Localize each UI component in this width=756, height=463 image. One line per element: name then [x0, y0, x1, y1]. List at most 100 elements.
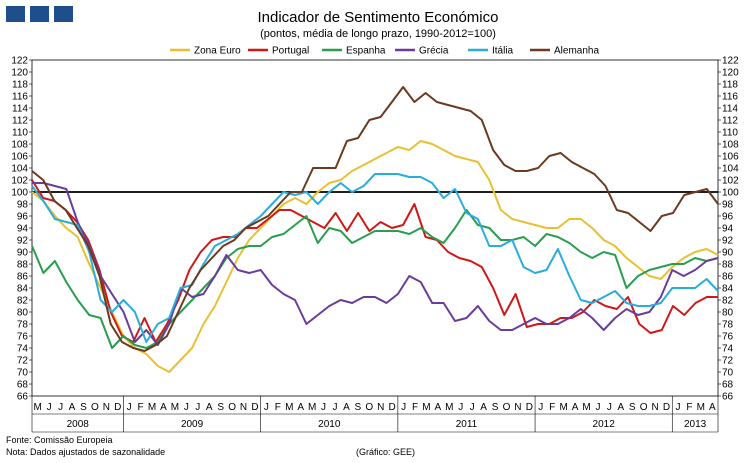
y-tick-label-right: 94 — [722, 224, 734, 235]
x-tick-label: J — [595, 402, 600, 413]
y-tick-label-right: 116 — [722, 92, 738, 103]
y-tick-label-left: 76 — [17, 332, 29, 343]
footer-source: Fonte: Comissão Europeia — [6, 435, 113, 445]
x-tick-label: M — [559, 402, 567, 413]
footer-credit: (Gráfico: GEE) — [356, 447, 415, 457]
y-tick-label-left: 122 — [11, 56, 28, 67]
y-tick-label-left: 96 — [17, 212, 29, 223]
y-tick-label-right: 82 — [722, 296, 734, 307]
series-layer — [31, 86, 719, 373]
y-tick-label-right: 80 — [722, 308, 734, 319]
x-tick-label: J — [607, 402, 612, 413]
series-line-2 — [31, 209, 719, 349]
y-tick-label-right: 106 — [722, 152, 739, 163]
x-tick-label: F — [412, 402, 418, 413]
logo-icon — [6, 6, 73, 22]
y-tick-label-right: 74 — [722, 344, 734, 355]
y-tick-label-right: 108 — [722, 140, 739, 151]
y-tick-label-left: 112 — [12, 116, 28, 127]
y-tick-label-left: 106 — [11, 152, 28, 163]
x-tick-label: J — [47, 402, 52, 413]
x-tick-label: D — [526, 402, 533, 413]
y-tick-label-right: 66 — [722, 392, 734, 403]
x-tick-label: D — [114, 402, 121, 413]
series-line-4 — [31, 173, 719, 343]
x-tick-label: S — [80, 402, 87, 413]
x-tick-label: A — [160, 402, 167, 413]
x-tick-label: F — [275, 402, 281, 413]
chart-title: Indicador de Sentimento Económico — [258, 9, 499, 26]
y-tick-label-left: 82 — [17, 296, 29, 307]
y-tick-label-right: 86 — [722, 272, 734, 283]
x-tick-label: M — [148, 402, 156, 413]
x-tick-label: S — [217, 402, 224, 413]
y-tick-label-right: 96 — [722, 212, 734, 223]
x-tick-label: J — [321, 402, 326, 413]
x-tick-label: D — [251, 402, 258, 413]
legend-label: Espanha — [346, 46, 386, 57]
x-tick-label: N — [240, 402, 247, 413]
y-tick-label-right: 112 — [722, 116, 738, 127]
y-tick-label-left: 114 — [12, 104, 28, 115]
series-line-3 — [32, 182, 719, 346]
y-tick-label-right: 110 — [722, 128, 738, 139]
x-tick-label: M — [422, 402, 430, 413]
y-tick-label-right: 114 — [722, 104, 738, 115]
y-tick-label-left: 102 — [11, 176, 28, 187]
y-tick-label-right: 72 — [722, 356, 734, 367]
x-tick-label: O — [503, 402, 511, 413]
y-tick-label-left: 100 — [11, 188, 28, 199]
y-tick-label-right: 68 — [722, 380, 734, 391]
y-tick-label-right: 122 — [722, 56, 739, 67]
x-tick-label: O — [365, 402, 373, 413]
x-tick-label: F — [686, 402, 692, 413]
y-tick-label-right: 120 — [722, 68, 739, 79]
series-line-1 — [31, 179, 718, 343]
y-tick-label-left: 90 — [17, 248, 29, 259]
x-tick-label: A — [435, 402, 442, 413]
x-tick-label: M — [34, 402, 42, 413]
y-tick-label-left: 86 — [17, 272, 29, 283]
x-tick-label: A — [709, 402, 716, 413]
x-tick-label: J — [470, 402, 475, 413]
x-tick-label: N — [651, 402, 658, 413]
x-tick-label: A — [617, 402, 624, 413]
year-label: 2011 — [456, 419, 478, 430]
x-tick-label: M — [285, 402, 293, 413]
legend-label: Zona Euro — [194, 46, 241, 57]
footer-note: Nota: Dados ajustados de sazonalidade — [6, 447, 165, 457]
x-tick-label: J — [538, 402, 543, 413]
y-tick-label-left: 104 — [11, 164, 28, 175]
year-label: 2010 — [318, 419, 341, 430]
x-tick-label: A — [206, 402, 213, 413]
x-tick-label: A — [297, 402, 304, 413]
x-tick-label: J — [58, 402, 63, 413]
legend-label: Itália — [492, 46, 514, 57]
x-tick-label: A — [572, 402, 579, 413]
y-tick-label-right: 70 — [722, 368, 734, 379]
y-tick-label-left: 92 — [17, 236, 29, 247]
y-tick-label-right: 90 — [722, 248, 734, 259]
x-tick-label: J — [195, 402, 200, 413]
legend-label: Grécia — [419, 46, 449, 57]
y-tick-label-left: 80 — [17, 308, 29, 319]
x-tick-label: J — [675, 402, 680, 413]
y-tick-label-left: 88 — [17, 260, 29, 271]
x-tick-label: J — [401, 402, 406, 413]
x-tick-label: S — [629, 402, 636, 413]
series-line-5 — [31, 86, 719, 352]
x-tick-label: D — [663, 402, 670, 413]
y-tick-label-left: 70 — [17, 368, 29, 379]
x-tick-label: F — [549, 402, 555, 413]
x-tick-label: O — [91, 402, 99, 413]
legend-label: Portugal — [272, 46, 309, 57]
x-tick-label: A — [480, 402, 487, 413]
x-tick-label: M — [171, 402, 179, 413]
year-label: 2008 — [67, 419, 90, 430]
y-tick-label-right: 84 — [722, 284, 734, 295]
year-label: 2013 — [684, 419, 707, 430]
x-tick-label: A — [69, 402, 76, 413]
x-tick-label: J — [332, 402, 337, 413]
x-tick-label: M — [697, 402, 705, 413]
y-tick-label-left: 98 — [17, 200, 29, 211]
